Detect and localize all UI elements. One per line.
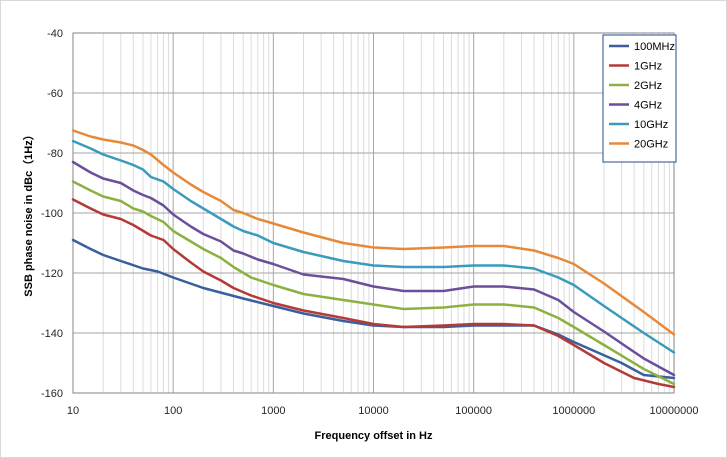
y-tick-label: -80 (47, 148, 63, 160)
y-tick-label: -160 (41, 388, 63, 400)
legend-box (602, 34, 677, 163)
y-tick-label: -40 (47, 28, 63, 40)
series-line-100mhz (71, 238, 676, 380)
y-axis-tick-labels: -160 -140 -120 -100 -80 -60 -40 (41, 28, 63, 400)
legend-label-2ghz: 2GHz (634, 80, 662, 92)
y-tick-label: -120 (41, 268, 63, 280)
legend-label-1ghz: 1GHz (634, 61, 662, 73)
x-tick-label: 10 (67, 405, 79, 417)
legend-label-4ghz: 4GHz (634, 100, 662, 112)
legend-label-10ghz: 10GHz (634, 119, 668, 131)
y-tick-label: -100 (41, 208, 63, 220)
series-line-2ghz (71, 180, 676, 386)
x-tick-label: 1000 (261, 405, 285, 417)
series-line-20ghz (71, 129, 676, 336)
x-tick-label: 100000 (455, 405, 492, 417)
legend-label-20ghz: 20GHz (634, 139, 668, 151)
x-tick-label: 100 (164, 405, 182, 417)
x-tick-label: 1000000 (552, 405, 595, 417)
x-tick-label: 10000000 (650, 405, 699, 417)
series-line-4ghz (71, 160, 676, 377)
x-tick-label: 10000 (358, 405, 389, 417)
series-line-1ghz (71, 198, 676, 389)
y-tick-label: -140 (41, 328, 63, 340)
y-tick-label: -60 (47, 88, 63, 100)
y-axis-title: SSB phase noise in dBc（1Hz） (22, 129, 35, 296)
x-axis-title: Frequency offset in Hz (315, 430, 433, 442)
series-line-10ghz (71, 139, 676, 354)
plot-area-border (72, 32, 675, 394)
legend-label-100mhz: 100MHz (634, 41, 675, 53)
legend: 100MHz 1GHz 2GHz 4GHz 10GHz 20GHz (602, 34, 677, 163)
x-axis-tick-labels: 10 100 1000 10000 100000 1000000 10000000 (67, 405, 699, 417)
series-lines (71, 129, 676, 389)
